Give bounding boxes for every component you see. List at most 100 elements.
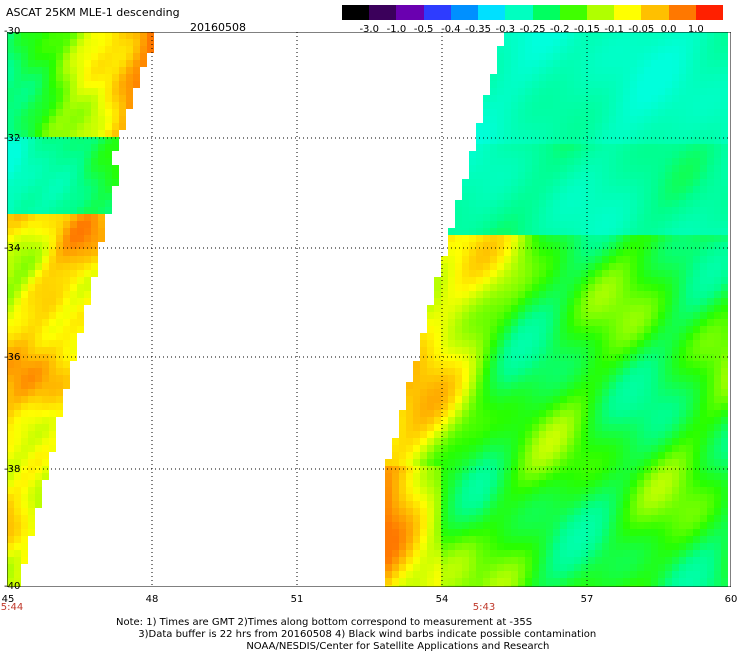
swath-cell xyxy=(651,522,658,529)
swath-cell xyxy=(553,340,560,347)
swath-cell xyxy=(602,270,609,277)
swath-cell xyxy=(707,445,714,452)
swath-cell xyxy=(511,354,518,361)
swath-cell xyxy=(469,473,476,480)
swath-cell xyxy=(651,179,658,186)
swath-cell xyxy=(462,501,469,508)
swath-cell xyxy=(462,368,469,375)
swath-cell xyxy=(609,424,616,431)
swath-cell xyxy=(721,333,728,340)
swath-cell xyxy=(553,298,560,305)
swath-cell xyxy=(679,347,686,354)
swath-cell xyxy=(483,319,490,326)
swath-cell xyxy=(140,60,147,67)
swath-cell xyxy=(112,88,119,95)
swath-cell xyxy=(441,508,448,515)
swath-cell xyxy=(714,46,721,53)
swath-cell xyxy=(672,81,679,88)
swath-cell xyxy=(609,452,616,459)
swath-cell xyxy=(665,109,672,116)
swath-cell xyxy=(665,319,672,326)
swath-cell xyxy=(525,571,532,578)
swath-cell xyxy=(518,312,525,319)
swath-cell xyxy=(644,417,651,424)
swath-cell xyxy=(7,193,14,200)
swath-cell xyxy=(651,438,658,445)
swath-cell xyxy=(84,144,91,151)
swath-cell xyxy=(56,81,63,88)
swath-cell xyxy=(658,473,665,480)
swath-cell xyxy=(637,116,644,123)
swath-cell xyxy=(476,494,483,501)
swath-cell xyxy=(595,81,602,88)
swath-cell xyxy=(441,501,448,508)
swath-cell xyxy=(91,221,98,228)
swath-cell xyxy=(665,221,672,228)
swath-cell xyxy=(462,347,469,354)
swath-cell xyxy=(609,186,616,193)
swath-cell xyxy=(525,578,532,585)
swath-cell xyxy=(630,515,637,522)
swath-cell xyxy=(609,130,616,137)
swath-cell xyxy=(21,39,28,46)
swath-cell xyxy=(84,193,91,200)
swath-cell xyxy=(63,305,70,312)
swath-cell xyxy=(497,487,504,494)
swath-cell xyxy=(686,235,693,242)
swath-cell xyxy=(623,417,630,424)
y-label-32: -32 xyxy=(4,133,21,144)
swath-cell xyxy=(42,466,49,473)
swath-cell xyxy=(490,333,497,340)
swath-cell xyxy=(434,564,441,571)
swath-cell xyxy=(609,137,616,144)
note-line-3: NOAA/NESDIS/Center for Satellite Applica… xyxy=(116,641,550,652)
swath-cell xyxy=(588,235,595,242)
swath-cell xyxy=(700,186,707,193)
swath-cell xyxy=(714,403,721,410)
swath-cell xyxy=(532,207,539,214)
swath-cell xyxy=(63,221,70,228)
swath-cell xyxy=(525,179,532,186)
swath-cell xyxy=(665,39,672,46)
swath-cell xyxy=(700,249,707,256)
swath-cell xyxy=(525,473,532,480)
swath-cell xyxy=(406,494,413,501)
swath-cell xyxy=(616,179,623,186)
swath-cell xyxy=(455,319,462,326)
swath-cell xyxy=(602,340,609,347)
swath-cell xyxy=(588,270,595,277)
swath-cell xyxy=(448,438,455,445)
swath-cell xyxy=(70,74,77,81)
swath-cell xyxy=(28,445,35,452)
swath-cell xyxy=(553,130,560,137)
swath-cell xyxy=(651,144,658,151)
swath-cell xyxy=(665,508,672,515)
swath-cell xyxy=(567,53,574,60)
swath-cell xyxy=(56,368,63,375)
swath-cell xyxy=(623,179,630,186)
swath-cell xyxy=(595,74,602,81)
swath-cell xyxy=(539,32,546,39)
swath-cell xyxy=(700,438,707,445)
swath-cell xyxy=(616,459,623,466)
swath-cell xyxy=(105,67,112,74)
swath-cell xyxy=(546,116,553,123)
swath-cell xyxy=(686,277,693,284)
swath-cell xyxy=(406,403,413,410)
swath-cell xyxy=(567,221,574,228)
swath-cell xyxy=(581,291,588,298)
swath-cell xyxy=(665,95,672,102)
swath-cell xyxy=(595,382,602,389)
swath-cell xyxy=(567,480,574,487)
swath-cell xyxy=(721,53,728,60)
swath-cell xyxy=(644,571,651,578)
swath-cell xyxy=(490,543,497,550)
swath-cell xyxy=(462,473,469,480)
swath-cell xyxy=(686,375,693,382)
swath-cell xyxy=(518,473,525,480)
swath-cell xyxy=(644,494,651,501)
swath-cell xyxy=(441,522,448,529)
swath-cell xyxy=(567,130,574,137)
swath-cell xyxy=(56,95,63,102)
swath-cell xyxy=(574,396,581,403)
